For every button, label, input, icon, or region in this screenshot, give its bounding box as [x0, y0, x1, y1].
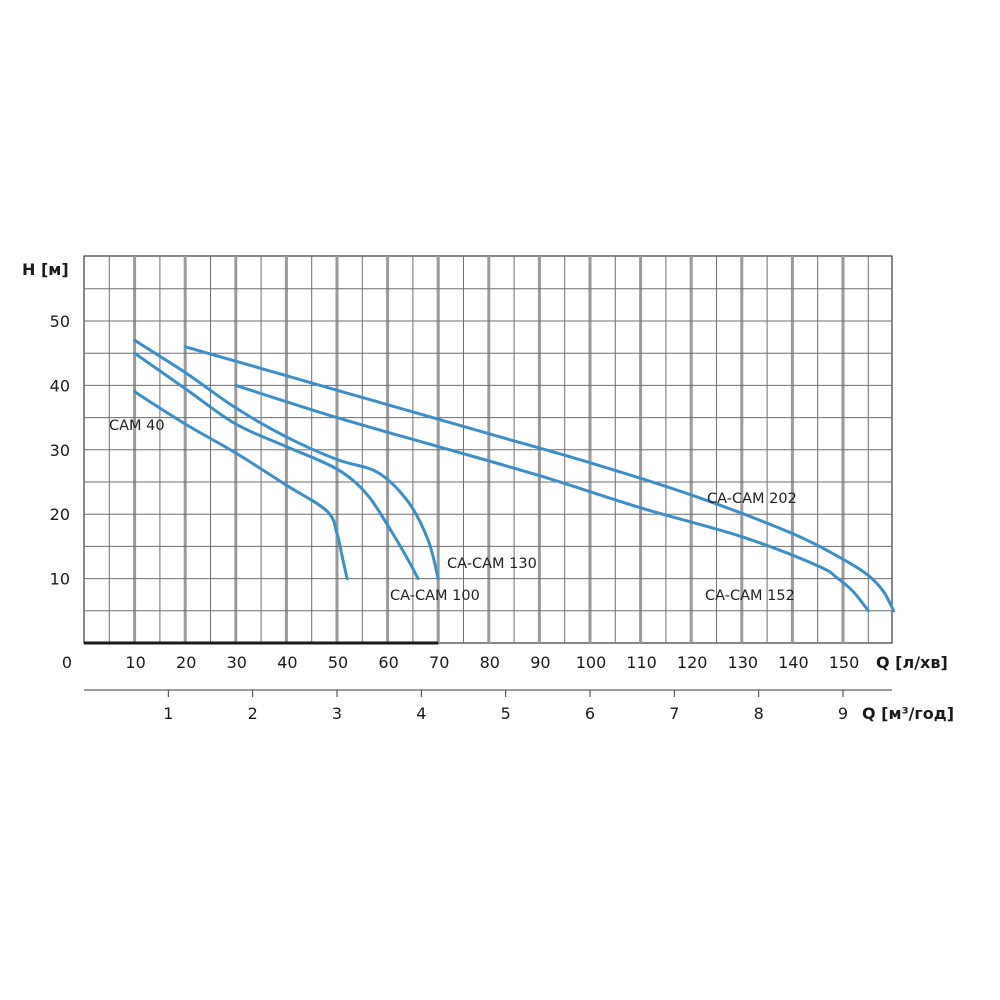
series-label-ca-cam-202: CA-CAM 202	[707, 491, 797, 507]
series-line-cam-40	[133, 390, 349, 581]
series	[133, 338, 896, 613]
y-axis-title: H [м]	[22, 260, 69, 279]
x-tick-label: 20	[176, 653, 196, 672]
x-tick-label: 90	[530, 653, 550, 672]
x-tick-label: 60	[378, 653, 398, 672]
grid	[83, 255, 893, 644]
x-tick-label: 140	[778, 653, 809, 672]
x-tick-label: 150	[829, 653, 860, 672]
series-line-ca-cam-152	[234, 383, 870, 613]
x-tick-label: 30	[227, 653, 247, 672]
x-tick-label: 50	[328, 653, 348, 672]
x2-tick-label: 7	[669, 704, 679, 723]
x-tick-label: 70	[429, 653, 449, 672]
x-tick-label: 130	[728, 653, 759, 672]
x-tick-label: 0	[62, 653, 72, 672]
x-tick-label: 10	[125, 653, 145, 672]
x-tick-label: 110	[626, 653, 657, 672]
x-tick-label: 100	[576, 653, 607, 672]
series-label-cam-40: CAM 40	[109, 418, 165, 434]
y-tick-label: 20	[50, 505, 70, 524]
x2-tick-label: 3	[332, 704, 342, 723]
x2-tick-label: 1	[163, 704, 173, 723]
x-tick-label: 80	[480, 653, 500, 672]
series-label-ca-cam-100: CA-CAM 100	[390, 588, 480, 604]
series-label-ca-cam-130: CA-CAM 130	[447, 556, 537, 572]
x-tick-label: 40	[277, 653, 297, 672]
series-line-ca-cam-130	[133, 338, 440, 581]
x-axis-title: Q [л/хв]	[876, 653, 948, 672]
x2-tick-label: 4	[416, 704, 426, 723]
x2-tick-label: 8	[754, 704, 764, 723]
y-tick-label: 40	[50, 376, 70, 395]
y-tick-label: 30	[50, 441, 70, 460]
y-tick-label: 10	[50, 570, 70, 589]
x-tick-label: 120	[677, 653, 708, 672]
x2-tick-label: 6	[585, 704, 595, 723]
x2-tick-label: 2	[248, 704, 258, 723]
x2-tick-label: 5	[501, 704, 511, 723]
series-line-ca-cam-202	[183, 345, 896, 613]
y-tick-label: 50	[50, 312, 70, 331]
series-line-ca-cam-100	[133, 351, 420, 581]
labels: H [м] Q [л/хв] Q [м³/год] CAM 40 CA-CAM 1…	[22, 260, 954, 723]
x2-tick-label: 9	[838, 704, 848, 723]
x2-axis-title: Q [м³/год]	[862, 704, 954, 723]
series-label-ca-cam-152: CA-CAM 152	[705, 588, 795, 604]
